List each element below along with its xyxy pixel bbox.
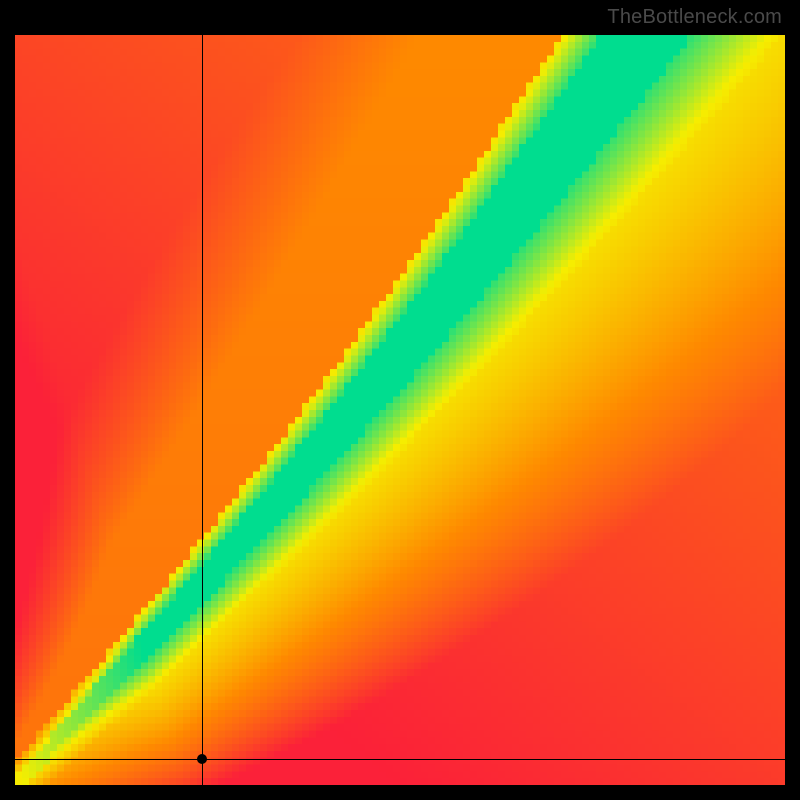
marker-dot [197, 754, 207, 764]
watermark-text: TheBottleneck.com [607, 6, 782, 29]
heatmap-canvas [15, 35, 785, 785]
crosshair-horizontal [15, 759, 785, 760]
chart-container: TheBottleneck.com [0, 0, 800, 800]
crosshair-vertical [202, 35, 203, 785]
plot-area [15, 35, 785, 785]
